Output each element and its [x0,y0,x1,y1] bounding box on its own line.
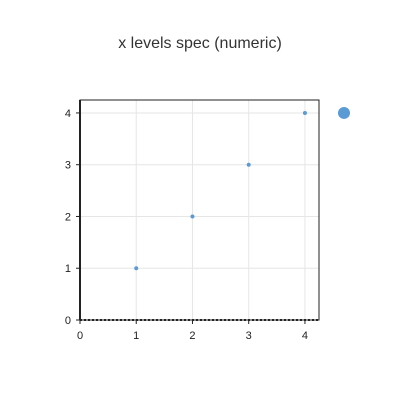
y-tick-label: 4 [65,108,71,120]
chart-title: x levels spec (numeric) [118,35,282,52]
data-point [302,110,307,115]
data-point [246,162,251,167]
x-tick-label: 0 [77,330,83,342]
y-tick-label: 2 [65,211,71,223]
grid-lines [79,100,319,321]
x-tick-label: 3 [246,330,252,342]
data-point [134,266,139,271]
y-tick-label: 3 [65,160,71,172]
y-axis-ticks: 0 1 2 3 4 [65,108,80,327]
y-tick-label: 1 [65,263,71,275]
x-axis-ticks: 0 1 2 3 4 [77,320,308,342]
y-tick-label: 0 [65,315,71,327]
data-point [190,214,195,219]
x-tick-label: 2 [189,330,195,342]
data-points [134,110,307,271]
plot-frame [79,99,320,321]
legend-marker [338,106,350,119]
x-tick-label: 1 [133,330,139,342]
x-tick-label: 4 [302,330,308,342]
